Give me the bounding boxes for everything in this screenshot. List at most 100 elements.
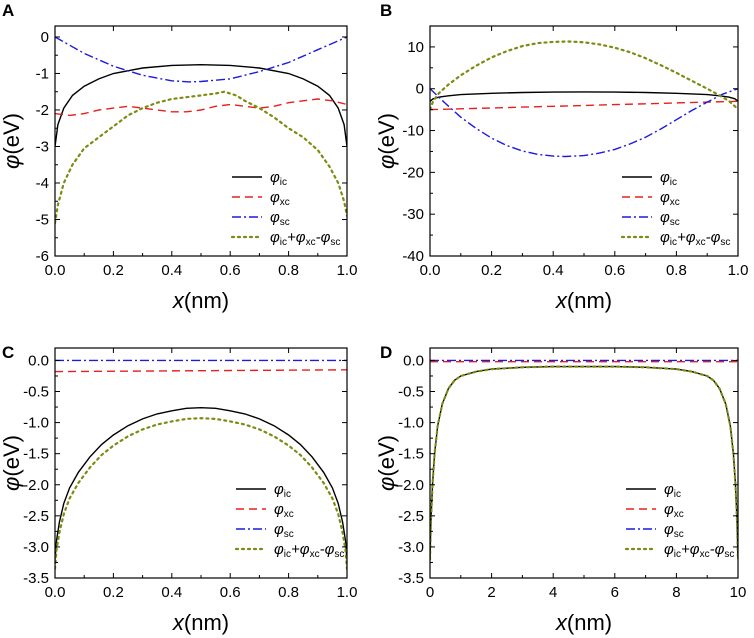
y-tick-label: -5 — [36, 211, 49, 228]
y-tick-label: -0.5 — [398, 384, 424, 401]
x-tick-label: 1.0 — [728, 262, 749, 279]
x-tick-label: 0.8 — [278, 584, 299, 601]
x-tick-label: 1.0 — [337, 584, 358, 601]
series-line-xc — [55, 369, 347, 373]
legend-label-sc: φsc — [660, 209, 680, 228]
plot-frame — [54, 25, 348, 257]
y-tick-label: -2.0 — [398, 477, 424, 494]
x-tick-label: 0.0 — [45, 262, 66, 279]
panel-letter: D — [380, 343, 392, 362]
y-tick-label: -0.5 — [23, 384, 49, 401]
series-line-sc — [430, 88, 738, 158]
x-tick-label: 0 — [426, 584, 434, 601]
x-tick-label: 0.4 — [161, 262, 182, 279]
x-tick-label: 1.0 — [337, 262, 358, 279]
legend-label-ic: φic — [270, 169, 287, 188]
panel-c: C 0.0 0.2 0.4 0.6 0.8 1.0 0.0 -0.5 -1.0 -1.5 -2.0 -2… — [0, 343, 357, 635]
plot-lines — [430, 40, 738, 158]
y-tick-label: -2.5 — [398, 508, 424, 525]
x-tick-label: 0.6 — [604, 262, 625, 279]
y-tick-label: -20 — [402, 164, 424, 181]
y-tick-label: -30 — [402, 206, 424, 223]
y-axis-label: φ(eV) — [0, 435, 24, 491]
series-line-ic — [430, 91, 738, 102]
plot-lines — [55, 359, 347, 570]
legend-label-sum: φic​+φxc​-φsc​ — [274, 541, 344, 560]
x-tick-label: 0.2 — [103, 262, 124, 279]
plot-lines — [55, 36, 347, 225]
x-tick-label: 0.8 — [666, 262, 687, 279]
y-tick-label: -2.5 — [23, 508, 49, 525]
y-tick-label: 0.0 — [28, 352, 49, 369]
y-tick-label: -3.0 — [398, 539, 424, 556]
y-tick-label: -3.0 — [23, 539, 49, 556]
x-tick-label: 0.0 — [420, 262, 441, 279]
legend-label-xc: φxc — [270, 189, 290, 208]
series-line-ic — [55, 63, 347, 147]
legend-label-xc: φxc — [274, 501, 294, 520]
series-line-sum — [55, 417, 347, 570]
x-tick-label: 0.2 — [481, 262, 502, 279]
x-tick-label: 2 — [487, 584, 495, 601]
legend-label-sum: φic​+φxc​-φsc​ — [664, 541, 734, 560]
x-tick-label: 8 — [672, 584, 680, 601]
series-line-ic — [430, 365, 738, 560]
x-tick-label: 0.2 — [103, 584, 124, 601]
y-tick-label: -3 — [36, 138, 49, 155]
x-tick-label: 0.0 — [45, 584, 66, 601]
x-tick-label: 0.6 — [220, 584, 241, 601]
x-tick-label: 6 — [611, 584, 619, 601]
series-line-xc — [55, 98, 347, 117]
panel-letter: C — [2, 343, 14, 362]
legend-label-xc: φxc — [660, 189, 680, 208]
y-tick-label: -1.5 — [23, 446, 49, 463]
y-tick-label: -1.0 — [398, 415, 424, 432]
y-tick-label: -1 — [36, 65, 49, 82]
x-axis-label: x(nm) — [172, 610, 229, 635]
x-tick-label: 10 — [730, 584, 747, 601]
legend-label-sum: φic​+φxc​-φsc​ — [270, 229, 340, 248]
legend-label-ic: φic — [660, 169, 677, 188]
x-tick-label: 0.4 — [161, 584, 182, 601]
y-tick-label: -3.5 — [398, 570, 424, 587]
y-tick-label: 0 — [416, 81, 424, 98]
y-tick-label: -1.0 — [23, 415, 49, 432]
legend-label-sc: φsc — [270, 209, 290, 228]
series-line-sum — [430, 40, 738, 111]
panel-d: D 0 2 4 6 8 10 0.0 -0.5 -1.0 -1.5 -2.0 -2.5 -3.0 -3.5 x… — [374, 343, 746, 635]
x-tick-label: 0.6 — [220, 262, 241, 279]
x-axis-label: x(nm) — [172, 288, 229, 313]
y-tick-label: 0.0 — [403, 352, 424, 369]
x-axis-label: x(nm) — [555, 288, 612, 313]
y-tick-label: -2.0 — [23, 477, 49, 494]
x-tick-label: 4 — [549, 584, 557, 601]
legend-label-xc: φxc — [664, 501, 684, 520]
x-tick-label: 0.8 — [278, 262, 299, 279]
x-axis-label: x(nm) — [555, 610, 612, 635]
y-tick-label: 10 — [407, 39, 424, 56]
series-line-sum — [430, 365, 738, 561]
legend-label-ic: φic — [274, 481, 291, 500]
y-tick-label: 0 — [41, 29, 49, 46]
y-tick-label: -10 — [402, 123, 424, 140]
series-line-ic — [55, 406, 347, 560]
legend-label-sum: φic​+φxc​-φsc​ — [660, 229, 730, 248]
panel-letter: B — [380, 1, 392, 20]
legend-label-sc: φsc — [664, 521, 684, 540]
plot-lines — [430, 359, 738, 561]
panel-b: B 0.0 0.2 0.4 0.6 0.8 1.0 10 0 -10 -20 -30 -40 x(nm) φ… — [374, 1, 748, 313]
y-axis-label: φ(eV) — [374, 113, 399, 169]
legend-label-ic: φic — [664, 481, 681, 500]
y-tick-label: -1.5 — [398, 446, 424, 463]
y-tick-label: -2 — [36, 102, 49, 119]
y-axis-label: φ(eV) — [374, 435, 399, 491]
series-line-sum — [55, 90, 347, 225]
x-tick-label: 0.4 — [543, 262, 564, 279]
y-tick-label: -4 — [36, 175, 49, 192]
y-tick-label: -6 — [36, 248, 49, 265]
series-line-sc — [55, 36, 347, 83]
y-tick-label: -40 — [402, 248, 424, 265]
